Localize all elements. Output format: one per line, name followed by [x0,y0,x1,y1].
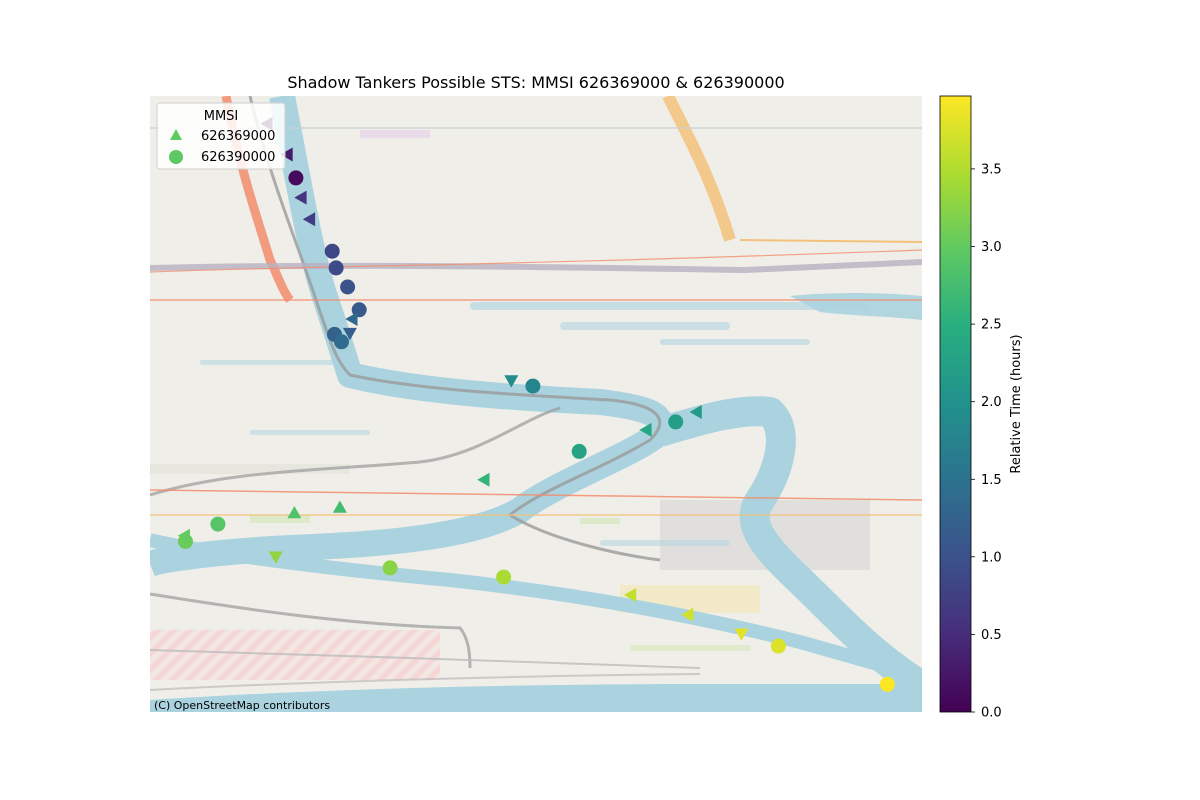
marker-626369000-2 [294,190,307,205]
legend-label-626369000: 626369000 [201,129,275,144]
marker-626390000-10 [210,516,226,532]
marker-626390000-12 [382,560,398,576]
marker-626369000-10 [332,500,347,513]
marker-626390000-2 [328,260,344,276]
marker-626369000-7 [689,405,702,419]
colorbar-tick-label-3: 1.5 [981,473,1002,488]
marker-626369000-11 [287,506,302,519]
marker-626369000-3 [302,212,316,227]
legend: MMSI 626369000 626390000 [156,102,286,170]
colorbar-tick-label-1: 0.5 [981,628,1002,643]
map-attribution: (C) OpenStreetMap contributors [154,699,330,712]
marker-626390000-8 [668,414,684,430]
basemap [150,96,922,712]
colorbar-tick-label-6: 3.0 [981,240,1002,255]
marker-626390000-9 [571,443,587,459]
colorbar-tick-label-2: 1.0 [981,550,1002,565]
marker-626369000-13 [268,551,283,564]
colorbar-ticks: 0.0 0.5 1.0 1.5 2.0 2.5 3.0 3.5 [971,162,1002,721]
marker-626369000-15 [681,607,694,622]
marker-626369000-4 [342,327,357,341]
legend-circle-marker [169,150,183,164]
marker-626369000-9 [477,472,490,487]
marker-626369000-1 [280,147,293,162]
colorbar-tick-label-4: 2.0 [981,395,1002,410]
marker-626390000-13 [496,569,512,585]
marker-626390000-1 [324,243,340,259]
marker-626369000-16 [734,628,749,641]
scatter-markers [177,116,895,692]
legend-label-626390000: 626390000 [201,150,275,165]
marker-626369000-8 [639,422,652,437]
colorbar-label: Relative Time (hours) [1009,334,1024,473]
marker-626369000-5 [345,312,358,326]
colorbar-tick-label-0: 0.0 [981,706,1002,721]
colorbar-gradient [939,95,972,713]
marker-626369000-12 [177,528,190,543]
marker-626369000-6 [504,375,519,388]
marker-626369000-14 [624,588,637,602]
colorbar: 0.0 0.5 1.0 1.5 2.0 2.5 3.0 3.5 Relative Time (… [939,95,1024,721]
chart-title: Shadow Tankers Possible STS: MMSI 626369… [287,73,784,92]
marker-626390000-7 [525,378,541,394]
legend-triangle-marker [170,129,182,140]
marker-626390000-14 [770,638,786,654]
marker-626390000-0 [288,170,304,186]
colorbar-tick-label-7: 3.5 [981,162,1002,177]
legend-title: MMSI [204,109,239,124]
marker-626390000-15 [879,676,895,692]
colorbar-tick-label-5: 2.5 [981,318,1002,333]
marker-626390000-6 [334,334,349,350]
marker-626390000-3 [340,279,356,295]
